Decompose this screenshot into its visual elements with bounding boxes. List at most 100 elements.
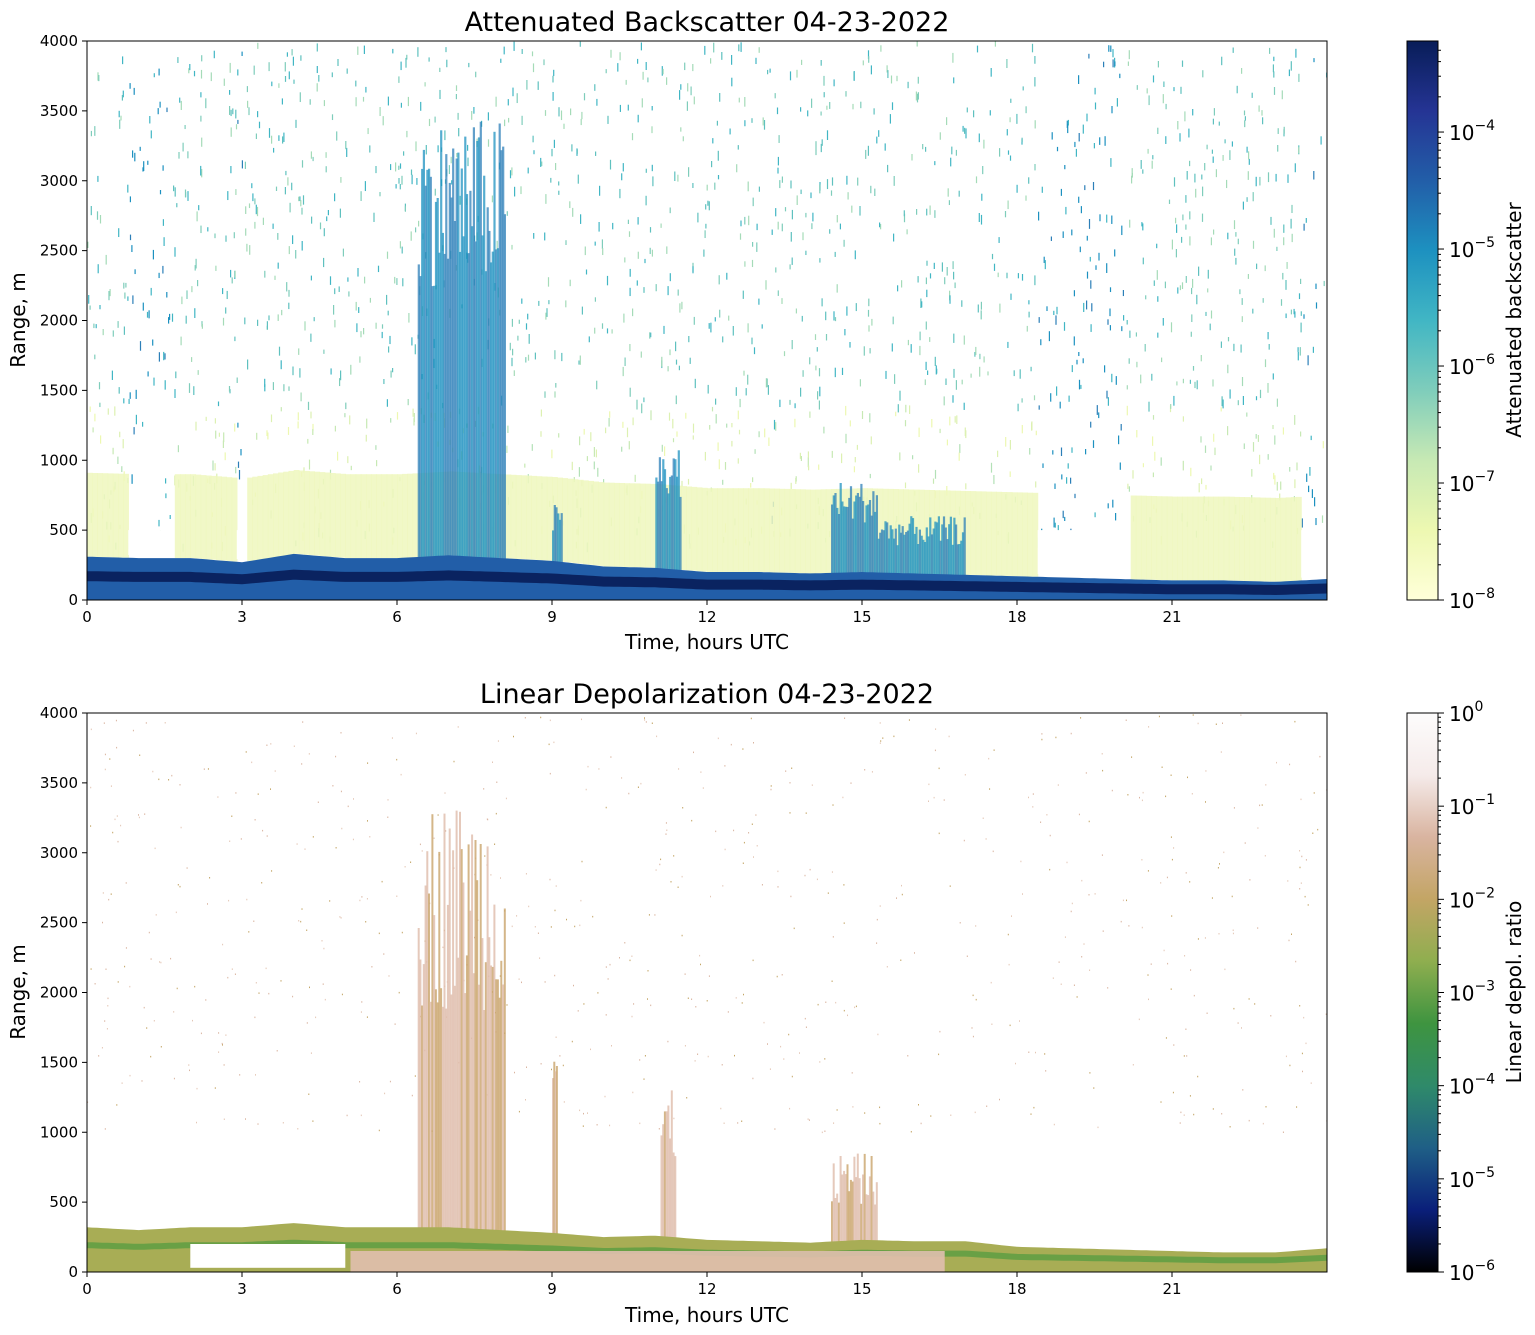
backscatter-noise-pixel xyxy=(1185,276,1187,283)
backscatter-noise-pixel xyxy=(245,206,247,214)
backscatter-noise-pixel xyxy=(1177,287,1179,294)
backscatter-noise-pixel xyxy=(1046,306,1048,312)
backscatter-noise-pixel xyxy=(292,235,294,245)
backscatter-noise-pixel xyxy=(934,210,936,218)
depol-noise-pixel xyxy=(598,768,600,770)
backscatter-noise-pixel xyxy=(544,391,546,398)
backscatter-noise-pixel xyxy=(1147,148,1149,154)
backscatter-noise-pixel xyxy=(774,93,776,99)
backscatter-haze-column xyxy=(1280,497,1287,582)
depol-noise-pixel xyxy=(282,1122,284,1124)
backscatter-noise-pixel xyxy=(758,298,760,305)
depolarization-title: Linear Depolarization 04-23-2022 xyxy=(480,679,934,710)
backscatter-plume-column xyxy=(667,493,670,600)
depol-noise-pixel xyxy=(901,884,902,887)
depol-noise-pixel xyxy=(442,946,444,949)
backscatter-noise-pixel xyxy=(873,108,875,115)
backscatter-haze-column xyxy=(205,475,212,560)
backscatter-noise-pixel xyxy=(809,357,811,365)
backscatter-noise-pixel xyxy=(1007,150,1010,155)
backscatter-noise-pixel xyxy=(415,141,417,152)
backscatter-noise-pixel xyxy=(660,223,662,228)
backscatter-haze-column xyxy=(1223,496,1230,581)
backscatter-noise-pixel xyxy=(963,335,965,345)
backscatter-noise-pixel xyxy=(511,167,513,176)
depol-noise-pixel xyxy=(365,921,367,923)
depol-plume-column xyxy=(846,1164,849,1272)
backscatter-noise-pixel xyxy=(681,301,683,310)
backscatter-noise-pixel xyxy=(1062,231,1064,238)
backscatter-panel: Attenuated Backscatter 04-23-2022 0 3 6 9 12… xyxy=(6,7,1526,654)
depol-plume-column xyxy=(851,1181,854,1272)
backscatter-noise-pixel xyxy=(1005,437,1007,447)
backscatter-noise-pixel xyxy=(820,143,822,153)
backscatter-noise-pixel xyxy=(407,399,409,406)
backscatter-noise-pixel xyxy=(1094,512,1096,518)
depol-noise-pixel xyxy=(194,985,196,988)
depol-noise-pixel xyxy=(949,885,951,887)
backscatter-noise-pixel xyxy=(752,477,754,483)
depol-noise-pixel xyxy=(833,1122,835,1124)
depol-noise-pixel xyxy=(1147,870,1149,872)
backscatter-noise-pixel xyxy=(514,186,516,197)
backscatter-noise-pixel xyxy=(1073,336,1075,346)
backscatter-haze-column xyxy=(614,482,620,567)
backscatter-plume-column xyxy=(493,131,496,600)
backscatter-noise-pixel xyxy=(1268,344,1270,350)
depol-noise-pixel xyxy=(605,966,607,968)
backscatter-plume-column xyxy=(841,501,844,600)
depol-noise-pixel xyxy=(112,831,114,834)
backscatter-noise-pixel xyxy=(288,71,290,80)
backscatter-noise-pixel xyxy=(1054,483,1056,489)
depol-noise-pixel xyxy=(724,848,726,851)
backscatter-noise-pixel xyxy=(231,277,233,284)
backscatter-noise-pixel xyxy=(264,270,266,278)
backscatter-noise-pixel xyxy=(191,357,193,362)
backscatter-noise-pixel xyxy=(919,345,921,356)
backscatter-noise-pixel xyxy=(284,62,286,72)
depol-noise-pixel xyxy=(975,998,977,1001)
backscatter-noise-pixel xyxy=(1057,525,1059,534)
backscatter-noise-pixel xyxy=(264,378,266,388)
backscatter-haze-column xyxy=(712,488,718,572)
backscatter-noise-pixel xyxy=(310,151,312,159)
backscatter-noise-pixel xyxy=(553,139,555,148)
backscatter-noise-pixel xyxy=(1152,415,1155,420)
backscatter-haze-column xyxy=(789,489,796,573)
y-tick-label: 1000 xyxy=(40,451,78,469)
backscatter-noise-pixel xyxy=(92,427,94,433)
depol-noise-pixel xyxy=(223,1064,225,1066)
depol-surface-gap xyxy=(190,1244,346,1268)
backscatter-noise-pixel xyxy=(680,84,682,90)
depol-noise-pixel xyxy=(158,778,160,781)
backscatter-noise-pixel xyxy=(677,174,679,182)
backscatter-noise-pixel xyxy=(1127,483,1129,489)
backscatter-noise-pixel xyxy=(375,166,377,174)
backscatter-noise-pixel xyxy=(90,206,92,216)
backscatter-noise-pixel xyxy=(1066,477,1068,484)
backscatter-noise-pixel xyxy=(171,313,174,322)
depol-plume-column xyxy=(669,1138,672,1272)
backscatter-noise-pixel xyxy=(458,128,460,137)
backscatter-noise-pixel xyxy=(504,119,506,127)
backscatter-noise-pixel xyxy=(724,462,727,470)
backscatter-noise-pixel xyxy=(386,399,388,407)
depol-plume-column xyxy=(844,1174,847,1272)
backscatter-noise-pixel xyxy=(849,342,851,348)
backscatter-noise-pixel xyxy=(874,188,876,196)
backscatter-noise-pixel xyxy=(1031,43,1034,53)
backscatter-noise-pixel xyxy=(1218,121,1220,126)
backscatter-noise-pixel xyxy=(232,108,234,115)
depol-noise-pixel xyxy=(1270,1015,1272,1017)
depol-noise-pixel xyxy=(939,1030,941,1033)
backscatter-noise-pixel xyxy=(766,378,768,388)
backscatter-noise-pixel xyxy=(1240,344,1242,353)
depol-noise-pixel xyxy=(783,1058,785,1060)
depol-noise-pixel xyxy=(611,1045,612,1047)
backscatter-noise-pixel xyxy=(885,370,887,379)
backscatter-noise-pixel xyxy=(268,62,270,72)
backscatter-noise-pixel xyxy=(1222,155,1224,161)
backscatter-noise-pixel xyxy=(808,465,810,471)
depol-noise-pixel xyxy=(261,882,263,884)
depol-noise-pixel xyxy=(687,997,689,999)
